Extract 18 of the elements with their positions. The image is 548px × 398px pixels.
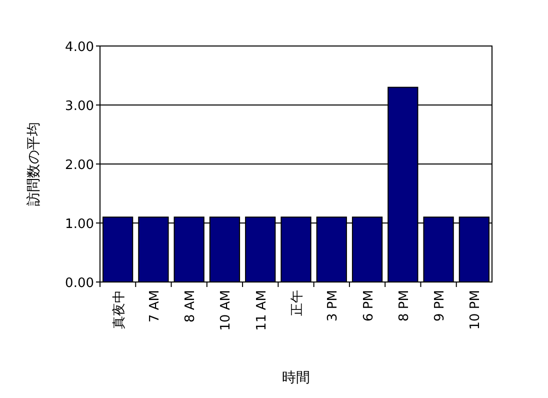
- x-tick-label: 9 PM: [432, 290, 448, 322]
- x-tick-label: 6 PM: [361, 290, 376, 322]
- x-axis-title: 時間: [282, 370, 310, 386]
- x-tick-label: 3 PM: [326, 290, 341, 322]
- y-axis-title: 訪問数の平均: [26, 122, 42, 206]
- x-tick-label: 真夜中: [110, 290, 127, 329]
- y-tick-label: 2.00: [65, 158, 94, 173]
- y-tick-label: 3.00: [65, 99, 94, 114]
- x-tick-label: 8 PM: [396, 290, 412, 322]
- x-tick-label: 正午: [290, 290, 305, 316]
- y-tick-label: 0.00: [65, 276, 94, 291]
- x-tick-label: 10 AM: [218, 290, 234, 331]
- x-tick-label: 7 AM: [147, 290, 162, 323]
- y-tick-label: 4.00: [65, 40, 94, 55]
- x-tick-label: 10 PM: [468, 290, 484, 330]
- y-tick-label: 1.00: [65, 217, 94, 232]
- x-tick-label: 11 AM: [254, 290, 270, 331]
- x-tick-label: 8 AM: [183, 290, 198, 323]
